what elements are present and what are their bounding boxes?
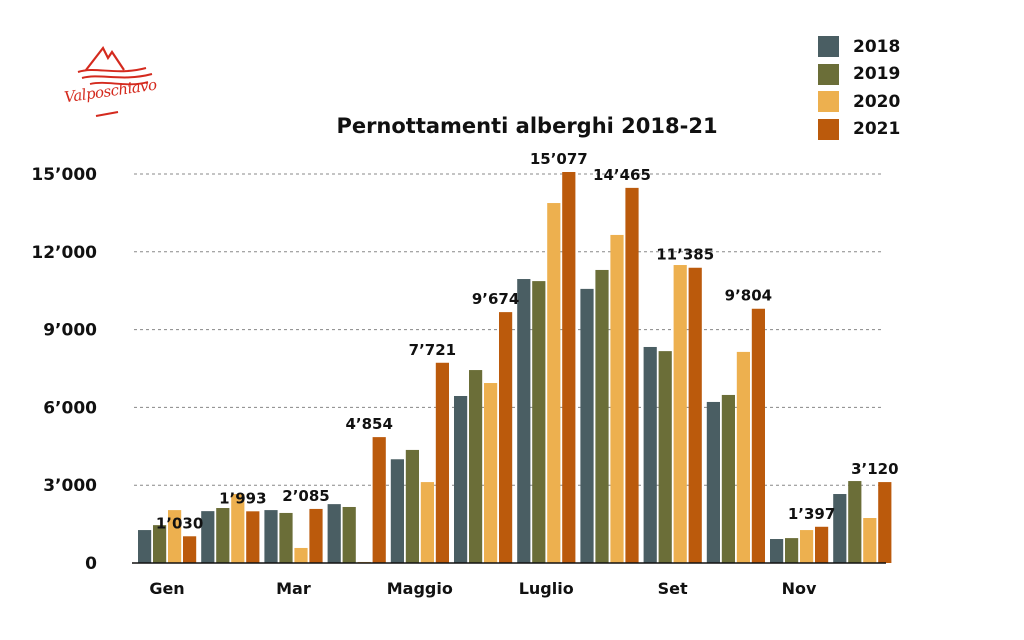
legend-label: 2018 (853, 36, 901, 57)
bar-2018-Nov (770, 539, 784, 563)
data-label: 9’674 (472, 290, 519, 308)
bar-2019-Dic (848, 481, 862, 563)
bar-2019-Giu (469, 370, 483, 563)
legend-swatch (818, 63, 839, 85)
y-tick-label: 6’000 (43, 398, 97, 418)
legend-swatch (818, 118, 839, 140)
bar-2020-Luglio (547, 203, 561, 563)
bar-2019-Luglio (532, 281, 546, 563)
x-tick-label: Gen (149, 579, 184, 598)
bar-2020-Feb (231, 494, 245, 563)
bar-2021-Giu (499, 312, 513, 563)
data-label: 15’077 (530, 150, 588, 168)
bar-2021-Maggio (435, 362, 449, 563)
bar-2018-Dic (833, 494, 847, 563)
bar-2018-Gen (138, 530, 152, 563)
bar-2021-Feb (246, 511, 260, 563)
bar-2021-Dic (878, 482, 892, 563)
bar-2019-Nov (785, 538, 799, 563)
legend-swatch (818, 91, 839, 113)
data-label: 4’854 (345, 415, 392, 433)
x-tick-label: Maggio (387, 579, 453, 598)
y-tick-label: 3’000 (43, 476, 97, 496)
valposchiavo-logo: Valposchiavo (56, 36, 186, 136)
bar-2021-Nov (815, 526, 829, 563)
data-label: 7’721 (409, 341, 456, 359)
bar-2020-Ago (610, 234, 624, 563)
data-label: 3’120 (851, 460, 898, 478)
x-tick-label: Nov (782, 579, 817, 598)
bar-2020-Dic (863, 518, 877, 563)
x-tick-label: Luglio (519, 579, 574, 598)
legend-label: 2020 (853, 91, 901, 112)
bar-2018-Apr (327, 504, 341, 563)
bar-2019-Gen (153, 525, 167, 563)
legend-item-2019: 2019 (818, 61, 900, 89)
legend-item-2018: 2018 (818, 33, 900, 61)
bar-2020-Mar (294, 547, 308, 563)
bar-2018-Ago (580, 288, 594, 563)
bar-2020-Gen (168, 510, 182, 563)
legend-label: 2021 (853, 119, 901, 140)
data-label: 1’030 (156, 514, 203, 532)
bar-2019-Ott (721, 394, 735, 563)
bar-2020-Giu (484, 383, 498, 563)
bar-2021-Set (688, 267, 702, 563)
bar-2021-Mar (309, 508, 323, 563)
bar-2018-Feb (201, 511, 215, 563)
bar-2018-Luglio (517, 279, 531, 563)
bar-2018-Mar (264, 510, 278, 563)
bar-2020-Nov (800, 530, 814, 563)
bar-2020-Set (673, 265, 687, 563)
bar-2018-Giu (454, 395, 468, 563)
bar-2018-Ott (706, 401, 720, 563)
legend-item-2020: 2020 (818, 88, 900, 116)
y-tick-label: 12’000 (31, 243, 97, 263)
bar-2019-Maggio (405, 449, 419, 563)
mountain-logo-icon (77, 45, 153, 117)
bar-2019-Apr (342, 506, 356, 563)
y-tick-label: 15’000 (31, 165, 97, 185)
data-label: 11’385 (656, 246, 714, 264)
bar-2021-Apr (372, 437, 386, 563)
bar-2019-Ago (595, 269, 609, 563)
chart-title: Pernottamenti alberghi 2018-21 (336, 114, 718, 138)
x-tick-label: Mar (276, 579, 311, 598)
bar-2018-Set (643, 346, 657, 563)
bar-2020-Ott (736, 351, 750, 563)
bar-2019-Mar (279, 512, 293, 563)
bar-2021-Ago (625, 187, 639, 563)
bar-2021-Luglio (562, 172, 576, 564)
y-tick-label: 9’000 (43, 321, 97, 341)
bar-2020-Maggio (420, 482, 434, 563)
legend-swatch (818, 36, 839, 58)
bar-2018-Maggio (390, 459, 404, 563)
legend: 2018 2019 2020 2021 (818, 33, 900, 143)
y-tick-label: 0 (85, 554, 97, 574)
data-label: 1’993 (219, 489, 266, 507)
bar-2021-Ott (751, 308, 765, 563)
bar-2019-Set (658, 351, 672, 563)
bar-2021-Gen (183, 536, 197, 563)
legend-label: 2019 (853, 64, 901, 85)
data-label: 14’465 (593, 166, 651, 184)
x-tick-label: Set (658, 579, 688, 598)
bar-2019-Feb (216, 508, 230, 563)
legend-item-2021: 2021 (818, 116, 900, 144)
data-label: 9’804 (725, 287, 772, 305)
data-label: 1’397 (788, 505, 835, 523)
data-label: 2’085 (282, 487, 329, 505)
